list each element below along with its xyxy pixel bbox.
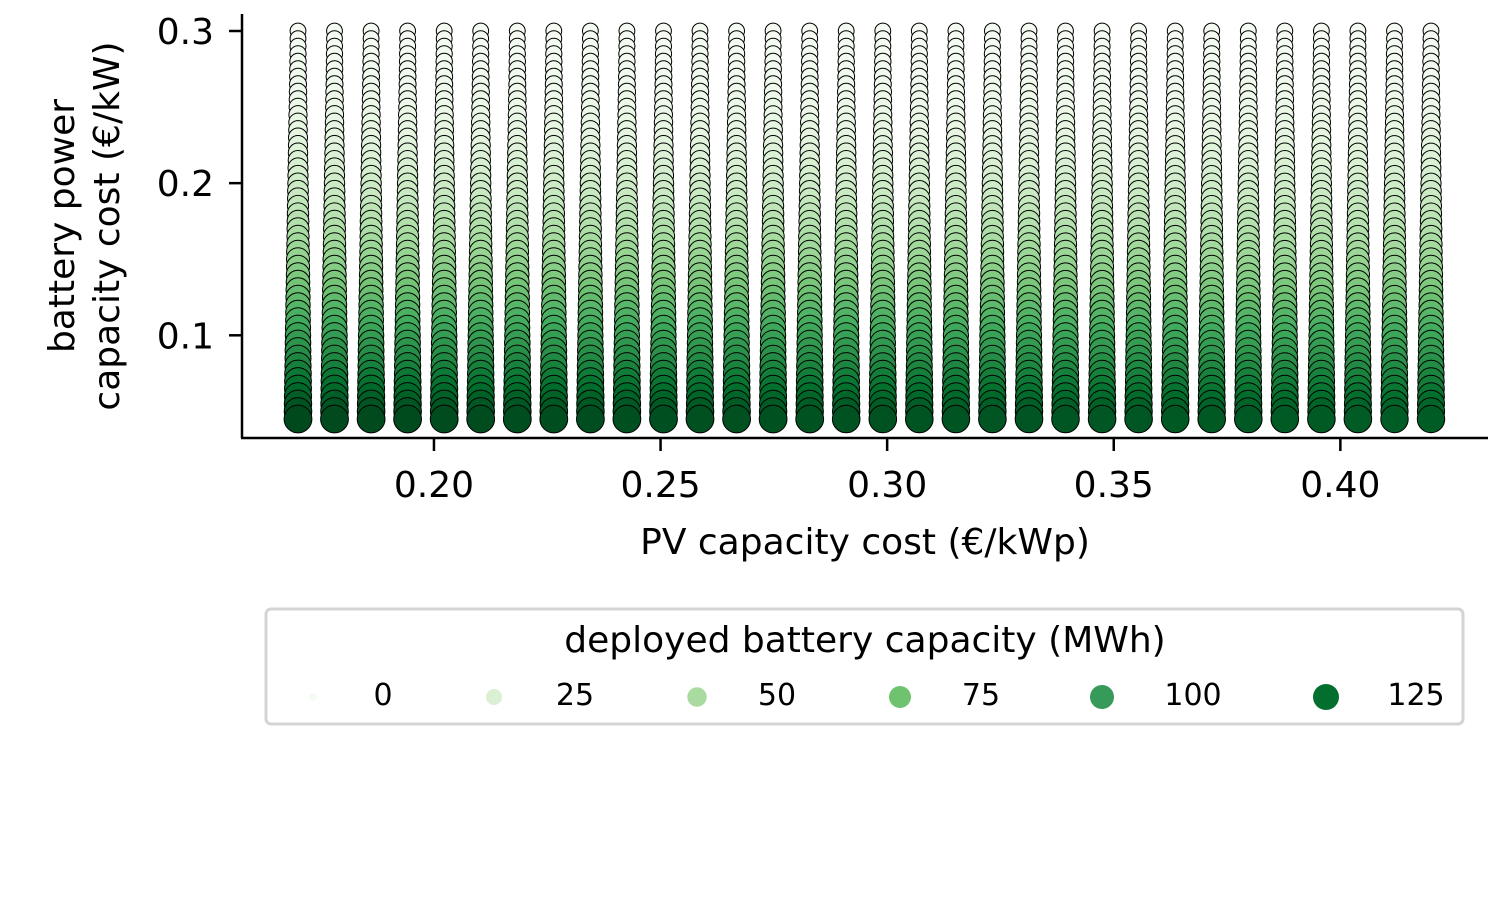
legend-label: 50	[758, 678, 796, 713]
legend-title: deployed battery capacity (MWh)	[564, 620, 1165, 661]
y-axis-label-line-2: capacity cost (€/kW)	[87, 41, 128, 410]
y-tick-label: 0.3	[157, 12, 214, 53]
legend: deployed battery capacity (MWh) 0 25 50 75 1…	[264, 607, 1465, 726]
x-tick-label: 0.40	[1300, 465, 1380, 506]
scatter-point	[612, 404, 642, 434]
scatter-point	[356, 404, 386, 434]
legend-entries: 0 25 50 75 100 125	[309, 678, 1445, 713]
x-tick-label: 0.25	[620, 465, 700, 506]
scatter-point	[831, 404, 861, 434]
legend-label: 0	[373, 678, 392, 713]
scatter-point	[685, 404, 715, 434]
scatter-point	[758, 404, 788, 434]
scatter-point	[1014, 404, 1044, 434]
legend-label: 100	[1164, 678, 1221, 713]
scatter-point	[466, 404, 496, 434]
scatter-point	[576, 404, 605, 434]
scatter-point	[1234, 404, 1263, 434]
legend-marker	[486, 689, 502, 705]
x-tick-label: 0.20	[394, 465, 474, 506]
x-axis-label: PV capacity cost (€/kWp)	[640, 522, 1090, 563]
legend-label: 125	[1387, 678, 1444, 713]
legend-marker	[687, 687, 707, 707]
scatter-point	[1051, 404, 1080, 434]
y-tick-label: 0.1	[157, 316, 214, 357]
legend-label: 25	[556, 678, 594, 713]
scatter-point	[1160, 404, 1190, 434]
scatter-point	[502, 404, 532, 434]
x-tick-label: 0.35	[1074, 465, 1154, 506]
legend-marker	[1090, 685, 1114, 709]
y-ticks: 0.1 0.2 0.3	[157, 12, 242, 357]
scatter-point	[1380, 404, 1409, 434]
y-axis-label-line-1: battery power	[42, 99, 83, 353]
legend-label: 75	[962, 678, 1000, 713]
scatter-point	[1197, 404, 1226, 434]
axes	[240, 14, 1488, 440]
scatter-point	[941, 404, 971, 434]
scatter-point	[1270, 404, 1300, 434]
scatter-point	[283, 404, 313, 434]
legend-marker	[889, 686, 911, 708]
legend-marker	[309, 693, 317, 701]
scatter-point	[905, 404, 934, 434]
scatter-point	[1343, 404, 1373, 434]
scatter-point	[320, 404, 349, 434]
scatter-point	[868, 404, 898, 434]
legend-frame	[264, 607, 1465, 726]
scatter-point	[1307, 404, 1336, 434]
scatter-point	[539, 404, 569, 434]
y-tick-label: 0.2	[157, 164, 214, 205]
scatter-points	[283, 22, 1446, 434]
scatter-point	[795, 404, 825, 434]
legend-marker	[1313, 684, 1339, 710]
scatter-point	[1087, 404, 1117, 434]
scatter-point	[978, 404, 1007, 434]
scatter-point	[393, 404, 423, 434]
x-tick-label: 0.30	[847, 465, 927, 506]
scatter-point	[429, 404, 459, 434]
scatter-point	[1124, 404, 1153, 434]
scatter-point	[649, 404, 678, 434]
x-ticks: 0.20 0.25 0.30 0.35 0.40	[394, 438, 1380, 506]
scatter-point	[722, 404, 751, 434]
scatter-point	[1416, 404, 1446, 434]
